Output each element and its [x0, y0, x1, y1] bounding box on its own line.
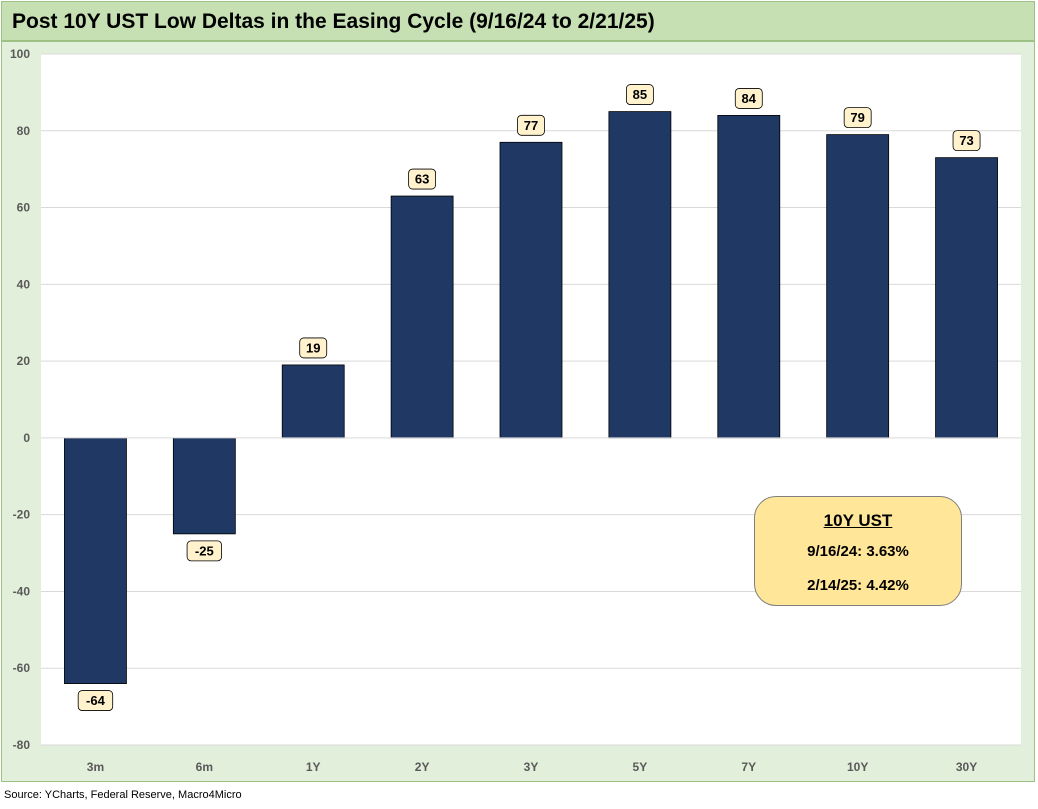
data-label-box	[734, 88, 763, 109]
data-label-value: -64	[86, 693, 106, 708]
data-label-value: 84	[742, 91, 757, 106]
bar-5Y	[608, 111, 672, 439]
y-tick-label: 100	[10, 47, 30, 61]
data-labels: -64 -25 19 63 77 85 84 79 73	[77, 84, 981, 711]
x-tick-label: 7Y	[741, 760, 756, 774]
data-label-7Y: 84	[734, 88, 763, 109]
data-label-10Y: 79	[843, 107, 872, 129]
chart-title: Post 10Y UST Low Deltas in the Easing Cy…	[12, 10, 655, 33]
bar-7Y	[717, 115, 781, 439]
y-tick-label: -20	[13, 508, 31, 522]
x-tick-label: 5Y	[633, 760, 648, 774]
data-label-box	[299, 337, 328, 359]
x-tick-label: 3m	[87, 760, 104, 774]
title-bar: Post 10Y UST Low Deltas in the Easing Cy…	[1, 1, 1035, 41]
callout-line-end: 2/14/25: 4.42%	[807, 577, 909, 594]
y-tick-label: -80	[13, 738, 31, 752]
y-tick-label: 40	[17, 277, 31, 291]
x-tick-label: 10Y	[847, 760, 868, 774]
data-label-2Y: 63	[408, 168, 437, 190]
bar-2Y	[390, 195, 454, 439]
x-tick-label: 3Y	[524, 760, 539, 774]
x-tick-label: 30Y	[956, 760, 977, 774]
data-label-5Y: 85	[625, 84, 654, 105]
callout-title: 10Y UST	[823, 511, 893, 530]
data-label-box	[952, 130, 981, 152]
y-axis-ticks: -80 -60 -40 -20 0 20 40 60 80 100	[10, 47, 30, 752]
y-tick-label: 80	[17, 124, 31, 138]
y-tick-label: 0	[23, 431, 30, 445]
x-tick-label: 1Y	[306, 760, 321, 774]
x-tick-label: 6m	[196, 760, 213, 774]
data-label-box	[843, 107, 872, 129]
data-label-box	[77, 690, 114, 711]
data-label-1Y: 19	[299, 337, 328, 359]
bar-10Y	[826, 134, 890, 439]
x-tick-label: 2Y	[415, 760, 430, 774]
bar-30Y	[935, 157, 998, 439]
bars	[64, 111, 998, 684]
data-label-box	[186, 540, 222, 562]
y-tick-label: 60	[17, 201, 31, 215]
y-tick-label: -40	[13, 584, 31, 598]
data-label-value: 73	[959, 133, 973, 148]
bar-6m	[172, 437, 236, 535]
bar-1Y	[281, 364, 345, 439]
data-label-3m: -64	[77, 690, 114, 711]
ust-yield-callout: 10Y UST 9/16/24: 3.63% 2/14/25: 4.42%	[754, 496, 962, 606]
data-label-value: 19	[306, 340, 320, 355]
bar-3m	[64, 437, 127, 684]
callout-line-start: 9/16/24: 3.63%	[807, 543, 909, 560]
y-tick-label: -60	[13, 661, 31, 675]
data-label-box	[517, 114, 545, 136]
data-label-box	[625, 84, 654, 105]
data-label-3Y: 77	[517, 114, 545, 136]
data-label-value: 85	[633, 87, 647, 102]
data-label-30Y: 73	[952, 130, 981, 152]
y-tick-label: 20	[17, 354, 31, 368]
data-label-value: 79	[850, 110, 864, 125]
data-label-box	[408, 168, 437, 190]
data-label-value: 63	[415, 172, 429, 187]
bar-3Y	[499, 141, 563, 439]
x-axis-ticks: 3m 6m 1Y 2Y 3Y 5Y 7Y 10Y 30Y	[87, 760, 977, 774]
data-label-6m: -25	[186, 540, 222, 562]
source-note: Source: YCharts, Federal Reserve, Macro4…	[4, 789, 242, 801]
data-label-value: -25	[195, 543, 214, 558]
data-label-value: 77	[524, 118, 538, 133]
